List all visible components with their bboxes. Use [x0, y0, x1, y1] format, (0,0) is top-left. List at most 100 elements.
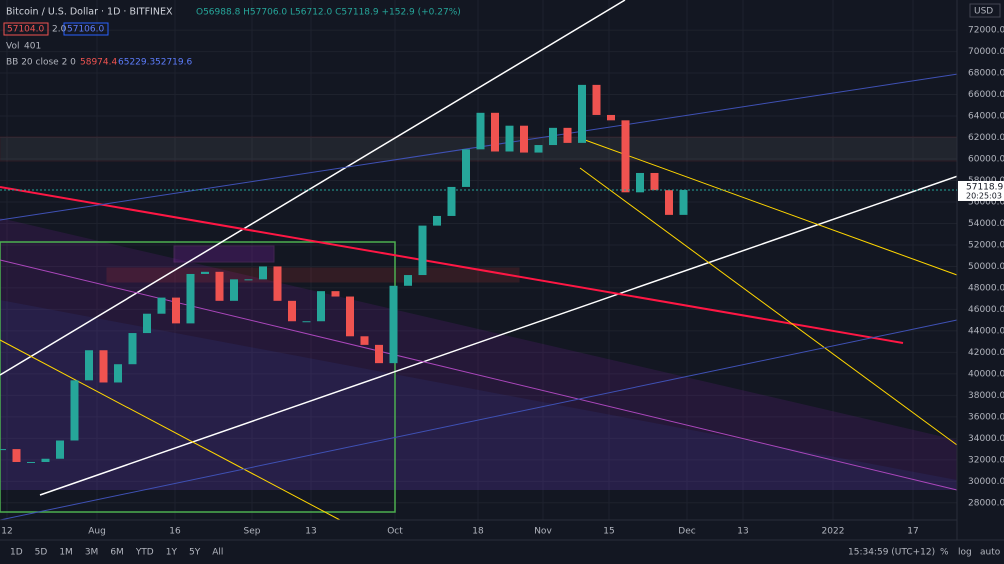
- candle: [70, 380, 79, 441]
- candle: [288, 300, 296, 322]
- volume-value: 401: [24, 42, 41, 52]
- candle: [607, 114, 615, 121]
- candle: [41, 458, 50, 462]
- period-button[interactable]: 3M: [85, 548, 99, 558]
- candle: [12, 449, 21, 462]
- period-button[interactable]: 1D: [10, 548, 23, 558]
- candle: [505, 125, 514, 152]
- period-button[interactable]: YTD: [135, 548, 154, 558]
- candle: [128, 333, 137, 365]
- candle: [404, 275, 412, 286]
- bb-upper: 65229.3: [118, 58, 155, 68]
- candle: [520, 125, 528, 153]
- candle: [389, 285, 398, 364]
- bb-basis: 58974.4: [80, 58, 117, 68]
- x-tick-label: Dec: [678, 527, 695, 537]
- currency-box[interactable]: [969, 3, 1001, 18]
- symbol-title: Bitcoin / U.S. Dollar · 1D · BITFINEX: [6, 7, 173, 18]
- candle: [346, 296, 354, 337]
- candle: [114, 364, 122, 383]
- ohlc: O56988.8 H57706.0 L56712.0 C57118.9 +152…: [196, 8, 461, 18]
- bb-label: BB 20 close 2 0: [6, 58, 76, 68]
- x-tick-label: Nov: [534, 527, 552, 537]
- period-button[interactable]: 5D: [35, 548, 48, 558]
- grid: [0, 0, 957, 520]
- last-price: 57118.9: [966, 182, 1003, 192]
- x-tick-label: 17: [907, 527, 918, 537]
- y-tick-label: 70000.0: [968, 47, 1004, 57]
- candle: [375, 344, 383, 364]
- candle: [433, 215, 441, 226]
- candle: [621, 120, 630, 193]
- candle: [650, 172, 659, 191]
- period-button[interactable]: 1M: [59, 548, 73, 558]
- x-tick-label: 13: [305, 527, 316, 537]
- candle: [157, 297, 166, 314]
- x-tick-label: 18: [472, 527, 484, 537]
- candle: [302, 321, 311, 323]
- candle: [215, 271, 224, 301]
- y-tick-label: 46000.0: [968, 305, 1004, 315]
- candle: [665, 190, 673, 215]
- candle: [27, 461, 35, 463]
- y-tick-label: 50000.0: [968, 262, 1004, 272]
- y-tick-label: 38000.0: [968, 391, 1004, 401]
- ask-box: [63, 22, 109, 36]
- period-button[interactable]: 5Y: [189, 548, 201, 558]
- candle: [679, 189, 688, 215]
- bb-lower: 52719.6: [155, 58, 192, 68]
- x-tick-label: Sep: [244, 527, 261, 537]
- candle: [462, 149, 470, 187]
- y-tick-label: 64000.0: [968, 112, 1004, 122]
- y-tick-label: 32000.0: [968, 455, 1004, 465]
- candle: [230, 279, 238, 301]
- y-tick-label: 30000.0: [968, 477, 1004, 487]
- y-tick-label: 60000.0: [968, 155, 1004, 165]
- period-button[interactable]: 1Y: [166, 548, 178, 558]
- scale-button[interactable]: log: [958, 548, 972, 558]
- ask: 57106.0: [67, 25, 104, 35]
- candle: [331, 291, 340, 297]
- candle: [317, 291, 325, 322]
- candle: [273, 266, 282, 301]
- candle: [549, 127, 557, 146]
- x-tick-label: Aug: [88, 527, 106, 537]
- x-tick-label: Oct: [387, 527, 403, 537]
- candle: [172, 297, 180, 324]
- y-tick-label: 66000.0: [968, 90, 1004, 100]
- y-tick-label: 42000.0: [968, 348, 1004, 358]
- drawings: [0, 0, 1004, 521]
- candle: [201, 271, 209, 274]
- candle: [259, 266, 267, 280]
- scale-button[interactable]: %: [940, 548, 949, 558]
- scale-button[interactable]: auto: [980, 548, 1001, 558]
- currency[interactable]: USD: [974, 7, 993, 17]
- y-tick-label: 62000.0: [968, 133, 1004, 143]
- spread: 2.0: [52, 25, 67, 35]
- price-axis: [957, 0, 1004, 540]
- x-tick-label: 13: [737, 527, 748, 537]
- candle: [244, 279, 253, 281]
- x-tick-label: 2022: [822, 527, 845, 537]
- period-button[interactable]: All: [212, 548, 223, 558]
- candle: [99, 350, 108, 383]
- candle: [56, 440, 64, 459]
- period-button[interactable]: 6M: [110, 548, 124, 558]
- y-tick-label: 52000.0: [968, 240, 1004, 250]
- y-tick-label: 54000.0: [968, 219, 1004, 229]
- candle: [143, 313, 151, 334]
- candle: [563, 127, 572, 143]
- candle: [578, 84, 586, 143]
- price-tag: [958, 180, 1004, 201]
- candle: [636, 172, 644, 193]
- x-tick-label: 12: [1, 527, 12, 537]
- candle: [418, 225, 427, 276]
- candle: [491, 112, 499, 152]
- y-tick-label: 48000.0: [968, 283, 1004, 293]
- overlay: Bitcoin / U.S. Dollar · 1D · BITFINEX O5…: [3, 3, 1001, 558]
- candle: [360, 336, 369, 345]
- y-tick-label: 28000.0: [968, 498, 1004, 508]
- candle: [534, 145, 543, 153]
